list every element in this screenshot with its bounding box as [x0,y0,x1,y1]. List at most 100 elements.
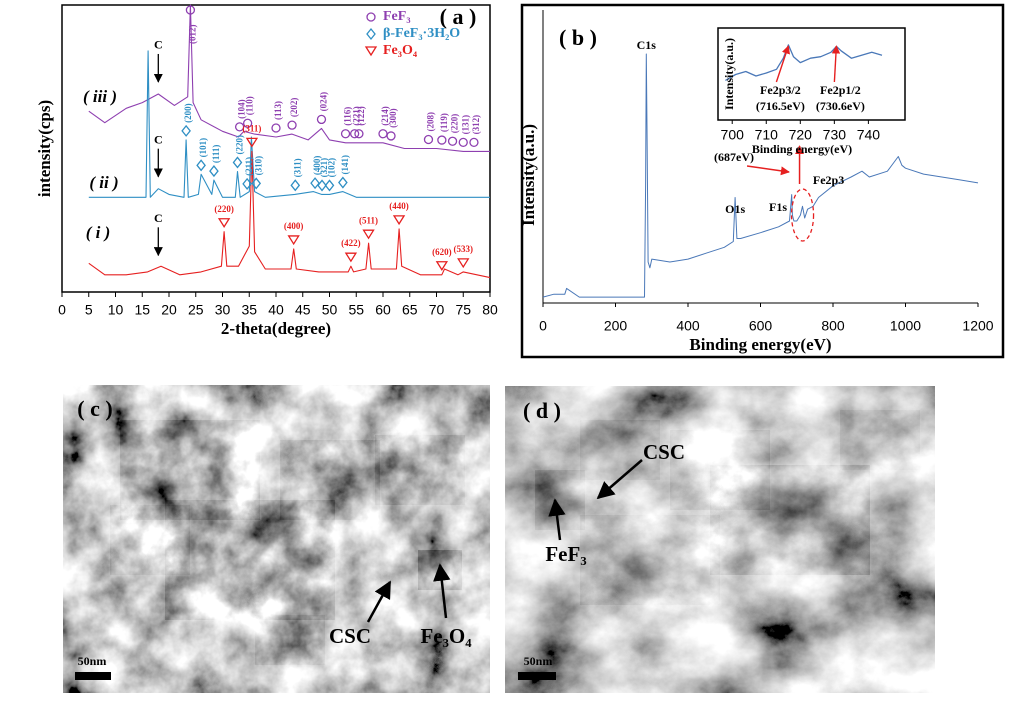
x-tick-label: 80 [482,302,498,318]
x-tick-label: 15 [134,302,150,318]
carbon-label: C [154,38,163,52]
spectrum-line [88,4,490,152]
inset-annotation-value: (730.6eV) [816,99,865,113]
inset-y-axis-label: Intensity(a.u.) [722,38,736,110]
peak-marker [435,261,449,272]
spectrum-line [88,50,490,198]
peak-label: (321) [319,158,329,178]
peak-label: (113) [273,101,283,120]
peak-label: (533) [454,244,474,254]
legend-symbol [366,12,376,22]
peak-marker [242,118,253,128]
spectrum-line [725,44,883,81]
peak-marker [386,131,396,141]
peak-marker [234,122,245,132]
peak-label: (300) [388,108,398,128]
carbon-label: C [154,132,163,146]
x-tick-label: 5 [85,302,93,318]
peak-marker [185,5,196,15]
x-tick-label: 40 [268,302,284,318]
peak-marker [457,258,470,269]
peak-marker [232,156,243,169]
peak-label: (422) [341,238,361,248]
peak-label: (511) [359,215,378,225]
panel-label: ( b ) [559,25,597,50]
peak-label: (208) [426,112,436,132]
particle-cluster [840,410,920,470]
x-tick-label: 60 [375,302,391,318]
x-tick-label: 20 [161,302,177,318]
peak-label: (311) [292,158,302,177]
x-tick-label: 800 [821,318,845,334]
inset-annotation: Fe2p3/2 [760,83,801,97]
inset-red-arrow [831,45,841,83]
x-tick-label: 50 [322,302,338,318]
annotation-arrow [433,563,451,619]
inset-frame [717,27,906,121]
peak-label: (214) [380,106,390,126]
curve-label: ( ii ) [89,173,118,192]
tem-image-c: ( c ) CSC Fe₃O₄ 50nm [63,385,490,693]
particle-cluster [280,440,380,520]
image-annotation: Fe₃O₄ [420,624,472,648]
red-arrow [746,165,790,176]
peak-marker [458,137,468,148]
image-annotation: CSC [329,624,371,648]
x-tick-label: 1200 [962,318,993,334]
peak-label: (220) [235,135,245,155]
peak-marker [437,135,447,145]
particle-cluster [120,420,260,520]
scale-bar-label: 50nm [524,654,553,668]
peak-label: (141) [340,155,350,175]
inset-x-tick-label: 740 [857,127,881,143]
annotation-arrow [366,580,392,623]
peak-label: (104) [237,99,247,119]
peak-label: (122) [356,106,366,126]
peak-marker [271,123,281,133]
legend-label: β-FeF₃·3H₂O [383,26,460,41]
peak-label: (131) [460,115,470,135]
x-tick-label: 600 [749,318,773,334]
particle-cluster [165,500,335,620]
x-tick-label: 1000 [890,318,921,334]
peak-marker [340,129,351,139]
peak-marker [338,176,348,189]
peak-marker [378,129,388,139]
x-tick-label: 70 [429,302,445,318]
x-tick-label: 65 [402,302,418,318]
particle-cluster [255,615,325,665]
legend-label: FeF₃ [383,9,411,24]
panel-frame [520,3,1005,359]
highlight-ellipse [790,188,815,242]
peak-marker [209,165,219,178]
peak-marker [469,137,479,148]
peak-label: (110) [245,96,255,115]
peak-marker [317,179,327,192]
x-tick-label: 10 [108,302,124,318]
peak-label: (200) [183,103,193,123]
annotation-arrow [548,498,566,541]
peak-label: (012) [187,25,197,45]
inset-x-tick-label: 720 [789,127,813,143]
inset-x-tick-label: 700 [721,127,745,143]
peak-label: (102) [327,158,337,178]
spectrum-line [88,150,491,279]
peak-marker [362,229,375,240]
peak-annotation: F1s [769,200,787,214]
peak-label: (202) [289,98,299,118]
peak-marker [196,159,206,172]
y-axis-label: intensity(cps) [35,100,54,197]
peak-annotation: C1s [637,38,657,52]
legend-label: Fe₃O₄ [383,43,418,58]
peak-label: (220) [214,204,234,214]
particle-cluster [670,430,770,510]
particle-cluster [535,470,585,530]
particle-cluster [375,435,465,505]
inset-x-tick-label: 710 [755,127,779,143]
peak-label: (310) [253,156,263,176]
inset-annotation: Fe2p1/2 [820,83,861,97]
particle-cluster [110,505,190,575]
peak-label: (400) [284,221,304,231]
panel-label: ( d ) [523,398,561,423]
